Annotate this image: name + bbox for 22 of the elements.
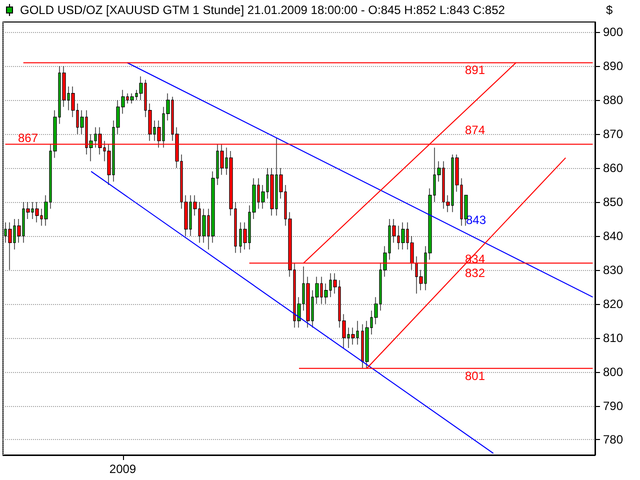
y-tick-label: 880 xyxy=(603,93,624,108)
y-tick-label: 870 xyxy=(603,127,624,142)
y-tick-label: 800 xyxy=(603,364,624,379)
y-tick-label: 820 xyxy=(603,296,624,311)
annotation: 874 xyxy=(464,123,486,137)
y-tick-label: 840 xyxy=(603,228,624,243)
y-tick-label: 830 xyxy=(603,262,624,277)
annotation: 891 xyxy=(464,63,486,77)
annotation: 832 xyxy=(464,266,486,280)
y-tick-label: 900 xyxy=(603,25,624,40)
y-tick-label: 780 xyxy=(603,432,624,447)
annotation: 843 xyxy=(466,213,486,227)
y-tick-label: 810 xyxy=(603,330,624,345)
annotation: 867 xyxy=(18,131,38,145)
y-tick-label: 790 xyxy=(603,398,624,413)
y-tick-label: 890 xyxy=(603,59,624,74)
annotation: 801 xyxy=(464,369,486,383)
y-axis-title: $ xyxy=(606,3,613,17)
y-tick-label: 860 xyxy=(603,161,624,176)
y-tick-label: 850 xyxy=(603,194,624,209)
x-tick-label: 2009 xyxy=(109,462,136,476)
chart-title: GOLD USD/OZ [XAUUSD GTM 1 Stunde] 21.01.2009 18:00:00 - O:845 H:852 L:843 C:852 xyxy=(20,3,505,17)
